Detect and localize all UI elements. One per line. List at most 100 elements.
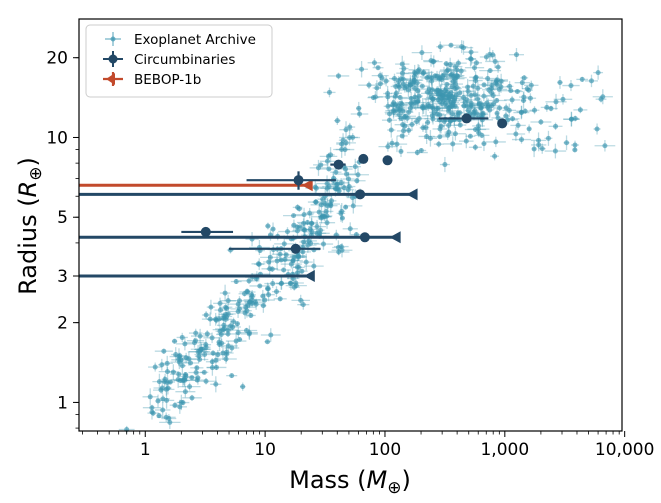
archive-marker xyxy=(304,219,310,225)
archive-point xyxy=(398,83,418,97)
circumbinary-marker xyxy=(200,226,211,237)
archive-marker xyxy=(217,307,223,313)
archive-marker xyxy=(228,323,234,329)
archive-point xyxy=(242,303,252,318)
archive-point xyxy=(419,70,439,84)
archive-marker xyxy=(260,303,266,309)
archive-marker xyxy=(265,223,271,229)
archive-point xyxy=(368,91,383,103)
archive-point xyxy=(273,296,287,302)
archive-point xyxy=(266,266,279,272)
archive-marker xyxy=(223,314,229,320)
archive-point xyxy=(511,89,524,95)
y-tick-label: 2 xyxy=(57,314,68,334)
archive-point xyxy=(276,267,291,273)
archive-point xyxy=(294,207,314,222)
archive-point xyxy=(404,107,414,117)
archive-marker xyxy=(552,148,558,154)
archive-marker xyxy=(270,226,276,232)
archive-point xyxy=(219,304,233,311)
archive-point xyxy=(200,369,209,375)
archive-marker xyxy=(204,331,210,337)
archive-marker xyxy=(472,92,478,98)
archive-point xyxy=(489,50,496,60)
archive-marker xyxy=(527,95,533,101)
archive-point xyxy=(412,101,435,114)
archive-point xyxy=(492,80,502,88)
archive-point xyxy=(148,362,163,372)
archive-point xyxy=(470,59,483,66)
archive-point xyxy=(462,103,480,112)
archive-point xyxy=(505,81,514,92)
circumbinary-point xyxy=(348,232,378,243)
archive-marker xyxy=(303,259,309,265)
archive-point xyxy=(347,133,358,142)
archive-marker xyxy=(553,123,559,129)
archive-marker xyxy=(309,220,315,226)
archive-marker xyxy=(253,276,259,282)
archive-marker xyxy=(519,80,525,86)
archive-marker xyxy=(445,132,451,138)
archive-point xyxy=(485,102,494,118)
archive-point xyxy=(378,141,398,152)
archive-marker xyxy=(389,140,395,146)
archive-marker xyxy=(430,116,436,122)
archive-marker xyxy=(163,414,169,420)
archive-point xyxy=(245,232,259,247)
bebop-1b-arrowhead xyxy=(301,179,313,192)
archive-marker xyxy=(445,67,451,73)
archive-point xyxy=(234,321,240,327)
archive-point xyxy=(358,81,380,89)
archive-point xyxy=(322,178,337,195)
archive-marker xyxy=(339,141,345,147)
archive-marker xyxy=(425,89,431,95)
archive-point xyxy=(305,227,318,236)
legend: Exoplanet Archive Circumbinaries BEBOP-1b xyxy=(85,24,273,98)
archive-marker xyxy=(186,356,192,362)
archive-marker xyxy=(398,116,404,122)
archive-point xyxy=(216,327,227,342)
archive-point xyxy=(190,365,204,371)
archive-marker xyxy=(531,146,537,152)
archive-marker xyxy=(544,104,550,110)
archive-point xyxy=(375,78,386,89)
archive-marker xyxy=(476,100,482,106)
circumbinary-points-layer xyxy=(181,113,508,254)
archive-marker xyxy=(513,52,519,58)
archive-point xyxy=(269,253,285,269)
archive-marker xyxy=(215,352,221,358)
archive-point xyxy=(462,90,481,101)
archive-point xyxy=(503,95,521,104)
archive-marker xyxy=(320,241,326,247)
archive-marker xyxy=(295,253,301,259)
circumbinary-marker xyxy=(290,243,301,254)
archive-marker xyxy=(595,70,601,76)
archive-point xyxy=(156,413,162,419)
circumbinary-limit xyxy=(79,270,315,283)
archive-point xyxy=(573,106,588,114)
archive-marker xyxy=(472,108,478,114)
archive-point xyxy=(441,97,457,103)
archive-marker xyxy=(294,228,300,234)
archive-point xyxy=(429,106,445,122)
archive-point xyxy=(152,373,167,390)
archive-point xyxy=(251,260,266,267)
archive-marker xyxy=(489,83,495,89)
archive-point xyxy=(307,219,327,234)
archive-marker xyxy=(545,135,551,141)
archive-point xyxy=(153,386,170,394)
circumbinary-marker xyxy=(355,189,366,200)
archive-marker xyxy=(383,78,389,84)
archive-marker xyxy=(326,89,332,95)
archive-marker xyxy=(194,365,200,371)
archive-marker xyxy=(432,73,438,79)
archive-marker xyxy=(452,131,458,137)
archive-marker xyxy=(428,58,434,64)
archive-marker xyxy=(453,64,459,70)
circumbinary-point xyxy=(438,113,489,124)
archive-marker xyxy=(314,230,320,236)
archive-marker xyxy=(519,137,525,143)
archive-point xyxy=(216,322,231,328)
archive-marker xyxy=(149,405,155,411)
archive-point xyxy=(333,178,350,188)
